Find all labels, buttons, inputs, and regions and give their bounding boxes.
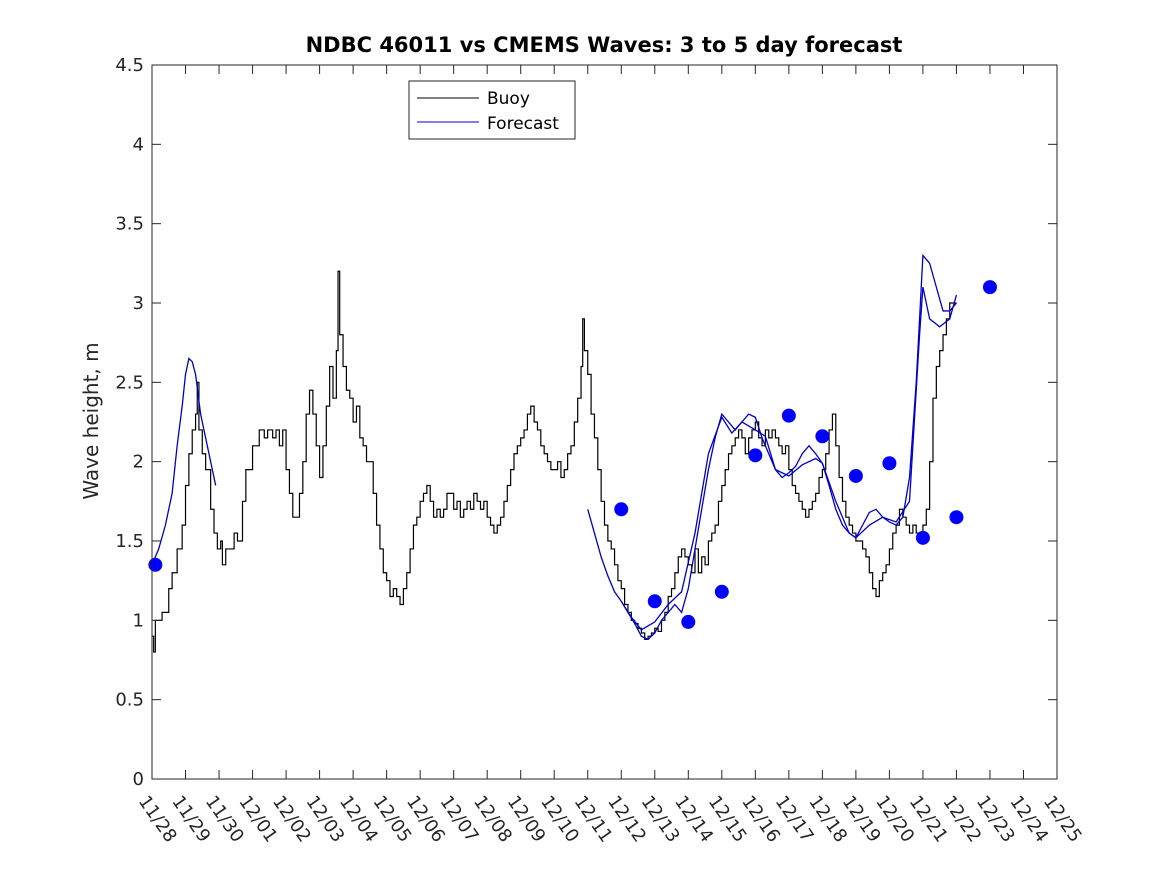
forecast-marker <box>714 584 729 599</box>
forecast-marker <box>848 468 863 483</box>
forecast-marker <box>647 594 662 609</box>
y-axis-label: Wave height, m <box>79 342 103 499</box>
legend: Buoy Forecast <box>408 80 576 140</box>
forecast-marker <box>681 614 696 629</box>
forecast-marker <box>781 408 796 423</box>
y-tick-label: 0 <box>133 769 144 790</box>
forecast-marker <box>815 429 830 444</box>
y-tick-label: 2 <box>133 452 144 473</box>
forecast-marker <box>949 510 964 525</box>
chart-title: NDBC 46011 vs CMEMS Waves: 3 to 5 day fo… <box>306 33 903 57</box>
plot-area-box <box>151 64 1058 780</box>
legend-box <box>408 80 576 140</box>
y-tick-label: 4 <box>133 134 144 155</box>
forecast-series-line <box>620 286 958 631</box>
forecast-marker <box>614 502 629 517</box>
forecast-marker <box>915 530 930 545</box>
y-tick-label: 3.5 <box>115 214 144 235</box>
y-tick-label: 4.5 <box>115 55 144 76</box>
forecast-series-line <box>587 253 957 641</box>
forecast-series-line <box>151 357 217 566</box>
legend-forecast-label: Forecast <box>487 114 559 134</box>
y-tick-label: 1 <box>133 610 144 631</box>
forecast-marker <box>982 280 997 295</box>
forecast-marker <box>148 557 163 572</box>
y-tick-label: 2.5 <box>115 372 144 393</box>
y-tick-label: 0.5 <box>115 690 144 711</box>
y-tick-label: 3 <box>133 293 144 314</box>
forecast-marker <box>748 448 763 463</box>
legend-buoy-label: Buoy <box>487 89 530 109</box>
y-tick-label: 1.5 <box>115 531 144 552</box>
buoy-series-line <box>152 270 957 653</box>
forecast-marker <box>882 456 897 471</box>
